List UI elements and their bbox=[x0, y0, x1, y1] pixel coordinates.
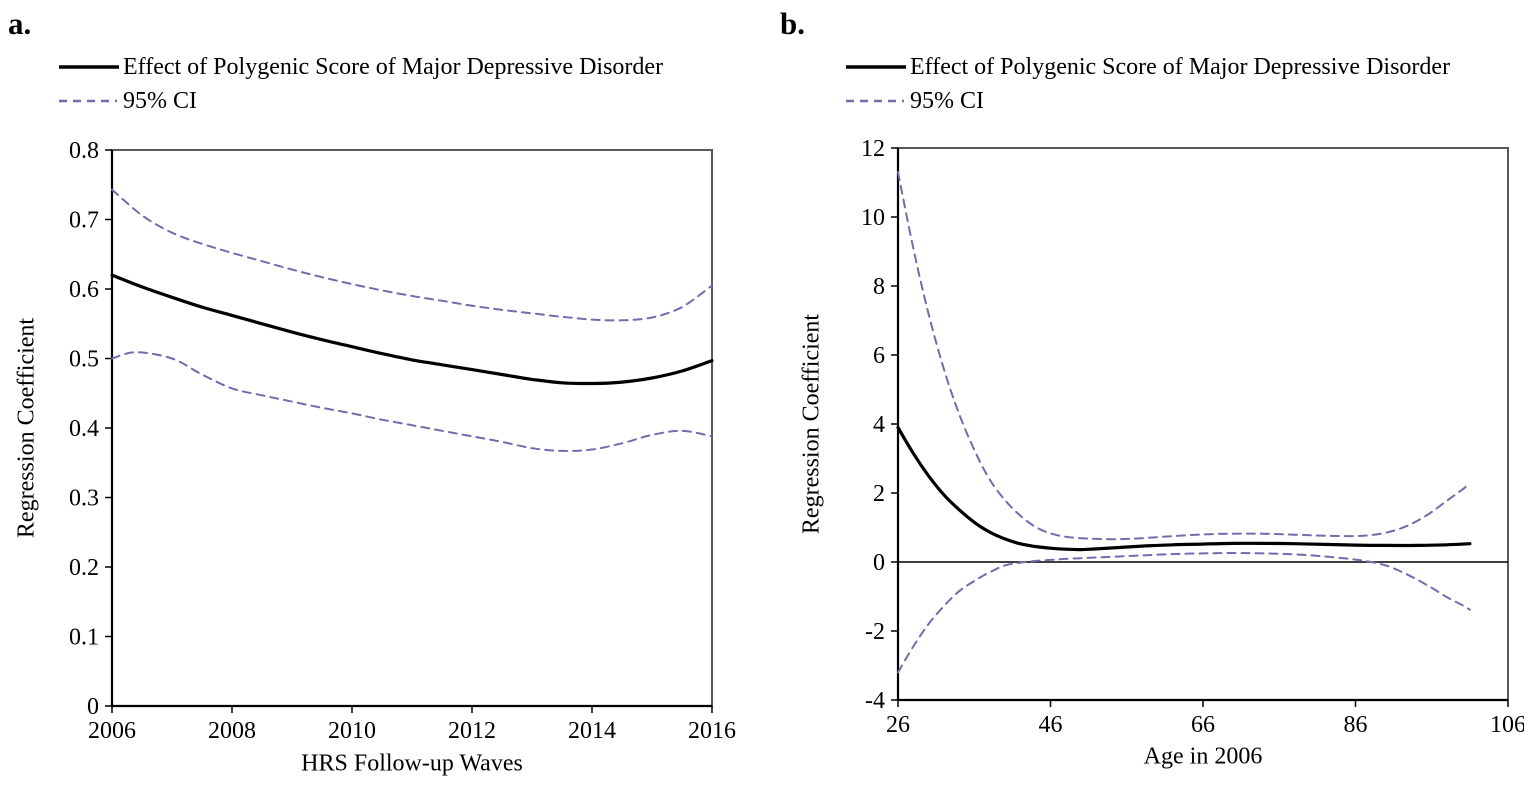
y-tick-label: 0 bbox=[873, 550, 885, 576]
ci-line-a bbox=[111, 188, 713, 322]
x-tick-label: 66 bbox=[1191, 712, 1215, 738]
effect-line-b bbox=[896, 425, 1472, 552]
y-tick-label: 0.8 bbox=[69, 138, 99, 164]
y-tick-label: 8 bbox=[873, 274, 885, 300]
y-tick-label: 6 bbox=[873, 343, 885, 369]
y-tick-label: 0 bbox=[87, 694, 99, 720]
legend-label-ci: 95% CI bbox=[123, 87, 197, 114]
x-tick-label: 2014 bbox=[568, 718, 616, 744]
x-tick-label: 2012 bbox=[448, 718, 496, 744]
y-tick-label: 12 bbox=[861, 136, 885, 162]
legend-item-effect: Effect of Polygenic Score of Major Depre… bbox=[845, 50, 1450, 84]
y-tick-label: -2 bbox=[865, 619, 885, 645]
x-tick-label: 2008 bbox=[208, 718, 256, 744]
legend-item-ci: 95% CI bbox=[845, 84, 1450, 118]
plot-frame-b bbox=[897, 147, 1509, 701]
y-tick-label: 0.1 bbox=[69, 625, 99, 651]
y-tick-label: 0.3 bbox=[69, 486, 99, 512]
legend-label-effect: Effect of Polygenic Score of Major Depre… bbox=[910, 53, 1451, 80]
ci-line-b bbox=[897, 171, 1471, 541]
x-tick-label: 26 bbox=[886, 712, 910, 738]
legend-label-effect: Effect of Polygenic Score of Major Depre… bbox=[123, 53, 664, 80]
panel-label-b: b. bbox=[780, 6, 805, 41]
x-tick-label: 86 bbox=[1344, 712, 1368, 738]
y-tick-label: -4 bbox=[865, 688, 885, 714]
ci-line-b bbox=[897, 552, 1471, 674]
y-tick-label: 10 bbox=[861, 205, 885, 231]
ci-line-a bbox=[111, 351, 713, 452]
x-axis-title-b: Age in 2006 bbox=[1143, 743, 1263, 770]
y-tick-label: 0.5 bbox=[69, 347, 99, 373]
legend-a: Effect of Polygenic Score of Major Depre… bbox=[58, 50, 663, 118]
dashed-line-swatch bbox=[59, 99, 117, 103]
y-tick-label: 0.2 bbox=[69, 555, 99, 581]
y-tick-label: 2 bbox=[873, 481, 885, 507]
legend-item-effect: Effect of Polygenic Score of Major Depre… bbox=[58, 50, 663, 84]
y-tick-label: 0.4 bbox=[69, 416, 99, 442]
x-tick-label: 2016 bbox=[688, 718, 736, 744]
effect-line-a bbox=[110, 273, 714, 386]
y-tick-label: 0.7 bbox=[69, 208, 99, 234]
legend-item-ci: 95% CI bbox=[58, 84, 663, 118]
plot-frame-a bbox=[111, 149, 713, 707]
dashed-line-swatch bbox=[846, 99, 904, 103]
x-axis-title-a: HRS Follow-up Waves bbox=[301, 750, 523, 777]
x-tick-label: 46 bbox=[1039, 712, 1063, 738]
y-tick-label: 0.6 bbox=[69, 277, 99, 303]
x-tick-label: 2010 bbox=[328, 718, 376, 744]
solid-line-swatch bbox=[59, 65, 119, 69]
solid-line-swatch bbox=[846, 65, 906, 69]
legend-label-ci: 95% CI bbox=[910, 87, 984, 114]
x-tick-label: 106 bbox=[1490, 712, 1524, 738]
panel-label-a: a. bbox=[8, 6, 32, 41]
y-tick-label: 4 bbox=[873, 412, 885, 438]
legend-b: Effect of Polygenic Score of Major Depre… bbox=[845, 50, 1450, 118]
x-tick-label: 2006 bbox=[88, 718, 136, 744]
